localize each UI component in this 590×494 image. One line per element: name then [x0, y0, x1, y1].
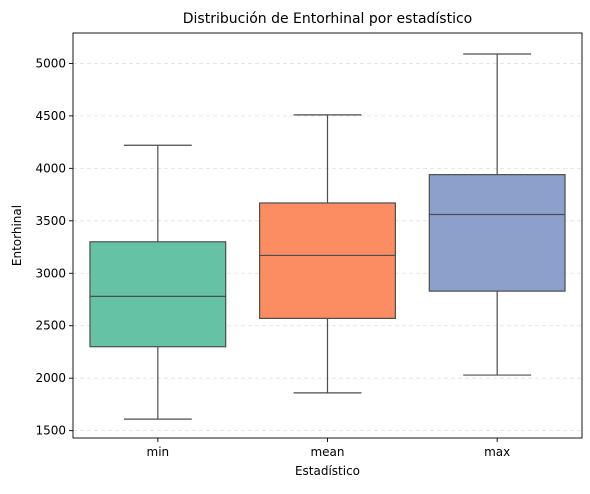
box-group-mean	[259, 114, 396, 394]
box-iqr	[89, 241, 227, 348]
y-tick-label: 1500	[35, 424, 66, 438]
y-axis-label: Entorhinal	[10, 205, 24, 266]
x-axis-label: Estadístico	[295, 464, 360, 478]
y-tick-label: 3500	[35, 214, 66, 228]
chart-title: Distribución de Entorhinal por estadísti…	[183, 11, 472, 27]
y-tick-label: 2000	[35, 371, 66, 385]
y-tick-label: 4500	[35, 109, 66, 123]
y-tick-label: 3000	[35, 266, 66, 280]
box-group-max	[428, 53, 566, 376]
x-axis-ticks: min mean max	[147, 438, 510, 459]
y-tick-label: 5000	[35, 56, 66, 70]
x-tick-label: min	[147, 445, 170, 459]
box-iqr	[428, 174, 566, 292]
box-iqr	[259, 202, 396, 319]
y-tick-label: 4000	[35, 161, 66, 175]
x-tick-label: max	[484, 445, 510, 459]
y-axis-ticks: 1500 2000 2500 3000 3500 4000 4500 5000	[35, 56, 73, 438]
x-tick-label: mean	[310, 445, 344, 459]
y-tick-label: 2500	[35, 319, 66, 333]
box-series	[89, 53, 566, 420]
box-group-min	[89, 144, 227, 420]
